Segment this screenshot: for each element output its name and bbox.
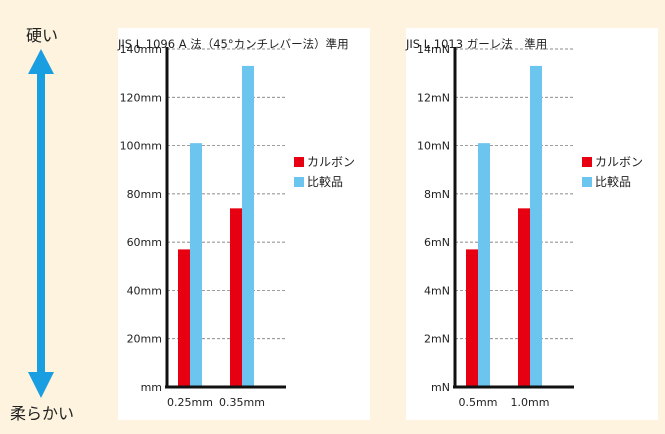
legend-label: カルボン [595, 155, 643, 169]
chart-panel-cantilever: JIS L 1096 A 法（45°カンチレバー法）準用 mm 20mm 40mm 6… [118, 28, 370, 420]
bar-comparison [530, 65, 542, 388]
legend-swatch [582, 177, 592, 187]
legend-swatch [294, 157, 304, 167]
scale-arrow-icon [28, 49, 54, 398]
y-tick-label: mN [431, 381, 450, 394]
bar-comparison [190, 143, 202, 387]
y-tick-label: 4mN [424, 284, 450, 297]
y-tick-label: 10mN [417, 140, 450, 153]
bar-carbon [178, 249, 190, 387]
scale-top-label: 硬い [25, 26, 58, 45]
y-tick-label: 2mN [424, 333, 450, 346]
y-tick-label: 60mm [127, 236, 162, 249]
scale-bottom-label: 柔らかい [9, 404, 74, 423]
y-tick-label: 80mm [127, 188, 162, 201]
y-tick-label: mm [141, 381, 162, 394]
x-tick-label: 0.25mm [167, 396, 213, 409]
chart-title: JIS L 1013 ガーレ法 準用 [406, 37, 548, 51]
chart-panel-gurley: JIS L 1013 ガーレ法 準用 mN 2mN 4mN 6mN 8mN 10mN 12m… [406, 28, 658, 420]
legend-swatch [294, 177, 304, 187]
legend-label: 比較品 [307, 174, 343, 189]
y-tick-label: 40mm [127, 284, 162, 297]
x-tick-label: 0.5mm [459, 396, 498, 409]
legend-label: 比較品 [595, 174, 631, 189]
y-tick-label: 140mm [120, 43, 162, 56]
chart-title: JIS L 1096 A 法（45°カンチレバー法）準用 [118, 37, 349, 51]
y-tick-label: 8mN [424, 188, 450, 201]
chart-cantilever: mm 20mm 40mm 60mm 80mm 100mm 120mm 140mm 0.25mm 0… [120, 43, 355, 409]
chart-gurley: mN 2mN 4mN 6mN 8mN 10mN 12mN 14mN 0.5mm 1.0mm カルボン… [417, 43, 643, 409]
y-tick-label: 100mm [120, 140, 162, 153]
y-tick-label: 12mN [417, 91, 450, 104]
y-tick-label: 6mN [424, 236, 450, 249]
y-tick-label: 120mm [120, 91, 162, 104]
legend-label: カルボン [307, 155, 355, 169]
y-tick-label: 14mN [417, 43, 450, 56]
bar-carbon [518, 208, 530, 387]
bar-comparison [242, 65, 254, 388]
bar-carbon [230, 208, 242, 387]
legend-swatch [582, 157, 592, 167]
bar-carbon [466, 249, 478, 387]
x-tick-label: 0.35mm [219, 396, 265, 409]
y-tick-label: 20mm [127, 333, 162, 346]
bar-comparison [478, 143, 490, 387]
x-tick-label: 1.0mm [511, 396, 550, 409]
